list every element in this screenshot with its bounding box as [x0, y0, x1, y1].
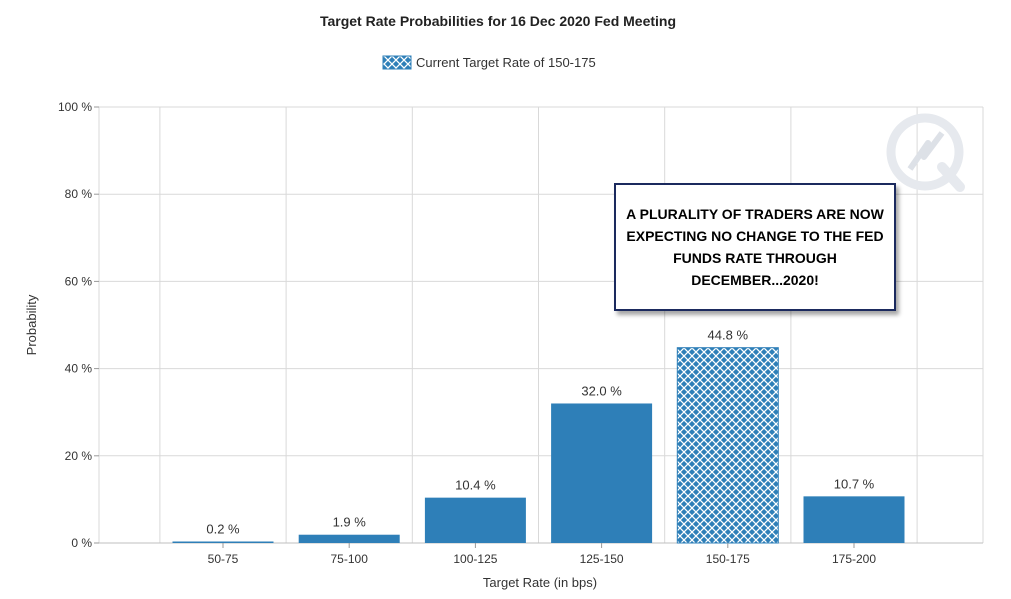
x-axis-ticks: 50-75 75-100 100-125 125-150 150-175 175-200	[208, 543, 876, 566]
data-label-100-125: 10.4 %	[455, 478, 496, 493]
legend-label: Current Target Rate of 150-175	[416, 55, 596, 70]
y-tick-label: 40 %	[65, 362, 93, 376]
data-label-150-175: 44.8 %	[708, 328, 749, 343]
y-tick-label: 80 %	[65, 187, 93, 201]
watermark-logo-icon	[886, 113, 965, 192]
x-tick-label-100-125: 100-125	[453, 552, 497, 566]
data-label-175-200: 10.7 %	[834, 476, 875, 491]
x-tick-label-150-175: 150-175	[706, 552, 750, 566]
x-tick-label-75-100: 75-100	[331, 552, 369, 566]
x-axis-title: Target Rate (in bps)	[483, 575, 597, 590]
y-tick-label: 100 %	[58, 100, 92, 114]
bar-150-175	[676, 347, 779, 544]
chart-title: Target Rate Probabilities for 16 Dec 202…	[320, 13, 676, 29]
legend-swatch	[382, 55, 412, 70]
data-label-75-100: 1.9 %	[333, 515, 367, 530]
bar-175-200	[803, 496, 905, 543]
legend: Current Target Rate of 150-175	[382, 55, 596, 70]
data-labels: 0.2 % 1.9 % 10.4 % 32.0 % 44.8 % 10.7 %	[206, 328, 874, 537]
bar-100-125	[424, 497, 526, 543]
x-tick-label-175-200: 175-200	[832, 552, 876, 566]
y-axis-ticks: 0 % 20 % 40 % 60 % 80 % 100 %	[58, 100, 99, 550]
bar-125-150	[551, 403, 653, 543]
data-label-125-150: 32.0 %	[581, 383, 622, 398]
bars	[172, 347, 905, 544]
y-tick-label: 20 %	[65, 449, 93, 463]
y-tick-label: 0 %	[71, 536, 92, 550]
bar-75-100	[298, 534, 400, 543]
y-axis-title: Probability	[24, 294, 39, 355]
data-label-50-75: 0.2 %	[206, 522, 240, 537]
annotation-text: A PLURALITY OF TRADERS ARE NOW EXPECTING…	[626, 206, 884, 288]
x-tick-label-50-75: 50-75	[208, 552, 239, 566]
y-tick-label: 60 %	[65, 274, 93, 288]
bar-50-75	[172, 541, 274, 543]
x-tick-label-125-150: 125-150	[580, 552, 624, 566]
annotation-callout: A PLURALITY OF TRADERS ARE NOW EXPECTING…	[614, 183, 896, 311]
